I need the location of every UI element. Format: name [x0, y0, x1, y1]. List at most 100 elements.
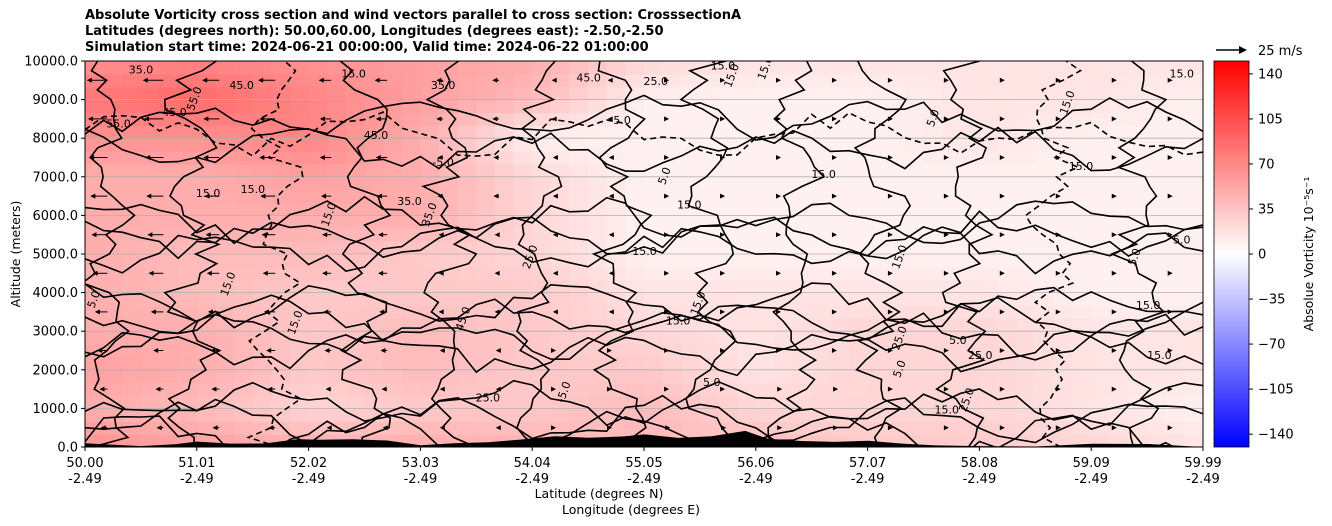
heat-cell: [867, 61, 887, 75]
heat-cell: [308, 112, 328, 126]
heat-cell: [867, 395, 887, 409]
x-tick-label-lat: 56.06: [737, 456, 774, 471]
heat-cell: [494, 125, 515, 139]
wind-vector-head: [439, 425, 445, 431]
heat-cell: [476, 99, 496, 114]
heat-cell: [494, 331, 515, 345]
heat-cell: [1184, 112, 1203, 126]
heat-cell: [345, 138, 366, 152]
heat-cell: [1091, 395, 1111, 409]
heat-cell: [942, 408, 962, 422]
heat-cell: [979, 318, 999, 332]
heat-cell: [662, 73, 682, 88]
heat-cell: [1147, 382, 1167, 397]
heat-cell: [998, 125, 1018, 139]
heat-cell: [662, 163, 682, 178]
wind-vector-head: [999, 155, 1005, 160]
heat-cell: [867, 356, 887, 371]
heat-cell: [830, 228, 850, 242]
heat-cell: [1016, 241, 1036, 255]
heat-cell: [1035, 241, 1055, 255]
heat-cell: [942, 125, 962, 139]
wind-vector-head: [1055, 155, 1061, 160]
heat-cell: [755, 369, 776, 384]
heat-cell: [811, 99, 831, 114]
heat-cell: [271, 318, 291, 332]
heat-cell: [1091, 344, 1111, 358]
wind-vector-head: [318, 77, 324, 83]
wind-vector-head: [551, 348, 557, 353]
heat-cell: [327, 344, 347, 358]
heat-cell: [569, 73, 589, 88]
wind-vector-head: [1167, 425, 1173, 431]
heat-cell: [811, 125, 831, 139]
heat-cell: [1091, 266, 1111, 281]
heat-cell: [1035, 73, 1055, 88]
heat-cell: [476, 382, 496, 397]
heat-cell: [886, 266, 906, 281]
y-tick-label: 10000.0: [24, 55, 78, 70]
contour-label: 55.0: [106, 118, 131, 131]
heat-cell: [1072, 202, 1092, 216]
heat-cell: [644, 138, 664, 152]
wind-vector-head: [831, 155, 837, 160]
contour-line: [679, 61, 737, 447]
heat-cell: [960, 279, 980, 294]
heat-cell: [122, 215, 142, 229]
x-tick-label-lat: 59.09: [1073, 456, 1110, 471]
wind-vector-head: [266, 348, 272, 353]
heat-cell: [513, 292, 533, 307]
wind-vector-head: [207, 309, 213, 315]
heat-cell: [1184, 125, 1203, 139]
heat-cell: [662, 356, 682, 371]
heat-cell: [588, 176, 608, 191]
wind-vector-head: [1167, 348, 1173, 353]
wind-vector-head: [268, 425, 274, 431]
heat-cell: [923, 266, 943, 281]
heat-cell: [1128, 138, 1148, 152]
wind-vector-head: [495, 386, 501, 392]
heat-cell: [178, 305, 198, 319]
heat-cell: [886, 292, 906, 307]
heat-cell: [1053, 125, 1074, 139]
y-tick-label: 3000.0: [33, 325, 79, 340]
heat-cell: [476, 202, 496, 216]
heat-cell: [439, 279, 459, 294]
heat-cell: [234, 369, 254, 384]
heat-cell: [699, 189, 720, 204]
heat-cell: [830, 408, 850, 422]
contour-line: [85, 126, 1203, 173]
heat-cell: [569, 408, 589, 422]
y-tick-label: 1000.0: [33, 402, 79, 417]
heat-cell: [494, 151, 515, 165]
heat-cell: [550, 99, 571, 114]
contour-label: 15.0: [196, 187, 221, 200]
heat-cell: [681, 279, 701, 294]
heat-cell: [625, 254, 645, 268]
heat-cell: [867, 151, 887, 165]
heat-cell: [178, 331, 198, 345]
title-line-2: Latitudes (degrees north): 50.00,60.00, …: [85, 24, 664, 39]
wind-vector-head: [887, 348, 893, 353]
heat-cell: [140, 408, 161, 422]
heat-cell: [942, 344, 962, 358]
contour-label: 5.0: [891, 358, 909, 379]
wind-vector-head: [322, 270, 328, 276]
heat-cell: [308, 241, 328, 255]
heat-cell: [271, 99, 291, 114]
heat-cell: [215, 73, 235, 88]
heat-cell: [1165, 202, 1185, 216]
heat-cell: [718, 99, 738, 114]
heat-cell: [420, 254, 440, 268]
heat-cell: [122, 408, 142, 422]
heat-cell: [159, 163, 179, 178]
heat-cell: [178, 356, 198, 371]
heat-cell: [830, 344, 850, 358]
wind-vector-head: [495, 425, 501, 431]
heat-cell: [513, 318, 533, 332]
colorbar-tick-label: 70: [1258, 157, 1275, 172]
heat-cell: [383, 292, 403, 307]
heat-cell: [588, 266, 608, 281]
heat-cell: [998, 279, 1018, 294]
heat-cell: [606, 125, 626, 139]
